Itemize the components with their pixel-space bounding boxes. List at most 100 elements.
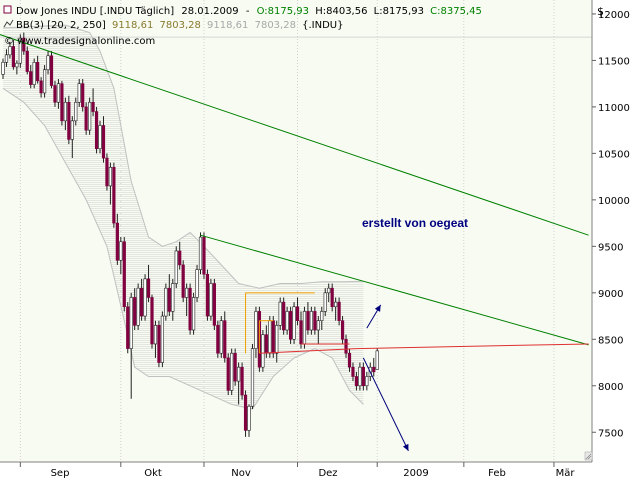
resize-grip-icon[interactable] bbox=[584, 451, 593, 461]
candle-body bbox=[288, 311, 293, 340]
candle-87 bbox=[302, 306, 307, 349]
candle-body bbox=[63, 101, 67, 122]
candle-body bbox=[171, 283, 175, 312]
candle-body bbox=[268, 320, 272, 354]
candle-body bbox=[32, 61, 36, 85]
candle-body bbox=[237, 366, 241, 382]
band-lower bbox=[2, 87, 364, 410]
candle-32 bbox=[112, 162, 116, 228]
candle-body bbox=[46, 55, 50, 71]
candle-body bbox=[150, 297, 154, 345]
candle-body bbox=[133, 297, 137, 326]
currency-label: $ bbox=[597, 5, 604, 18]
indicator-name: BB(3) [20, 2, 250] bbox=[16, 20, 106, 31]
candle-body bbox=[98, 125, 102, 150]
candle-70 bbox=[243, 390, 248, 437]
high-value: H:8403,56 bbox=[315, 6, 367, 17]
candle-28 bbox=[98, 120, 102, 154]
candle-body bbox=[240, 366, 244, 396]
candle-body bbox=[22, 37, 26, 52]
candle-body bbox=[18, 37, 22, 64]
candle-38 bbox=[133, 288, 137, 330]
candle-79 bbox=[275, 320, 279, 363]
candle-35 bbox=[122, 237, 126, 312]
candle-73 bbox=[254, 306, 258, 358]
candle-51 bbox=[178, 241, 182, 270]
copyright-text: © www.tradesignalonline.com bbox=[4, 36, 155, 47]
candle-47 bbox=[164, 283, 168, 321]
candle-body bbox=[94, 111, 99, 150]
candle-body bbox=[365, 376, 369, 387]
candle-body bbox=[81, 83, 85, 108]
candle-61 bbox=[212, 278, 216, 330]
candle-body bbox=[119, 241, 123, 261]
candle-body bbox=[25, 50, 29, 72]
candle-body bbox=[77, 83, 81, 103]
candle-body bbox=[202, 236, 206, 275]
candle-56 bbox=[195, 264, 199, 303]
x-tick-label-5: Feb bbox=[488, 468, 506, 479]
low-value: L:8175,93 bbox=[374, 6, 424, 17]
candle-body bbox=[295, 306, 300, 322]
candle-100 bbox=[347, 348, 352, 372]
indicator-value-2: 7803,28 bbox=[160, 20, 201, 31]
candle-66 bbox=[230, 348, 234, 396]
candle-legend-icon bbox=[3, 5, 12, 14]
candle-9 bbox=[32, 58, 36, 89]
candle-body bbox=[358, 366, 362, 387]
candle-body bbox=[327, 287, 331, 294]
candle-body bbox=[233, 352, 237, 382]
candle-19 bbox=[67, 95, 71, 145]
candle-body bbox=[316, 320, 320, 331]
candle-77 bbox=[268, 316, 272, 358]
candle-body bbox=[157, 325, 161, 363]
candle-body bbox=[337, 301, 341, 322]
candle-body bbox=[351, 366, 355, 377]
candle-63 bbox=[219, 316, 223, 358]
candle-body bbox=[4, 54, 9, 63]
candle-body bbox=[108, 167, 113, 187]
candle-84 bbox=[292, 302, 296, 344]
candle-20 bbox=[70, 116, 74, 159]
candle-13 bbox=[46, 51, 50, 75]
candle-body bbox=[36, 61, 40, 82]
candle-49 bbox=[171, 278, 175, 321]
candle-body bbox=[29, 71, 33, 85]
candle-1 bbox=[4, 49, 9, 67]
trend-lines bbox=[0, 34, 589, 452]
candle-96 bbox=[334, 297, 338, 321]
candle-43 bbox=[150, 294, 154, 349]
candle-body bbox=[247, 405, 251, 431]
candle-107 bbox=[372, 357, 376, 377]
y-tick-label-3: 9000 bbox=[598, 289, 623, 300]
candle-60 bbox=[209, 278, 213, 321]
candle-80 bbox=[278, 297, 282, 330]
candle-0 bbox=[1, 58, 5, 80]
candle-64 bbox=[223, 311, 227, 363]
candle-body bbox=[347, 352, 352, 368]
candle-body bbox=[153, 325, 158, 345]
candle-body bbox=[198, 236, 203, 270]
candle-body bbox=[354, 376, 359, 387]
svg-text:Dow Jones INDU [.INDU Täglich: Dow Jones INDU [.INDU Täglich] 28.01.200… bbox=[16, 6, 482, 17]
grid bbox=[0, 0, 592, 462]
bollinger-band bbox=[2, 24, 364, 410]
candle-body bbox=[136, 287, 140, 326]
candle-body bbox=[313, 311, 317, 331]
candle-85 bbox=[295, 297, 300, 326]
candle-body bbox=[302, 311, 307, 345]
band-upper bbox=[2, 24, 364, 289]
candle-33 bbox=[115, 213, 119, 265]
candle-11 bbox=[39, 77, 43, 98]
candle-body bbox=[91, 101, 95, 112]
candle-91 bbox=[316, 316, 320, 344]
candle-body bbox=[56, 83, 61, 103]
candle-body bbox=[143, 278, 147, 317]
candle-68 bbox=[237, 362, 241, 405]
y-tick-label-4: 9500 bbox=[598, 242, 623, 253]
candle-body bbox=[101, 125, 106, 159]
candle-body bbox=[115, 222, 119, 261]
candle-3 bbox=[11, 39, 15, 70]
candle-body bbox=[361, 366, 365, 387]
candle-body bbox=[53, 85, 57, 103]
